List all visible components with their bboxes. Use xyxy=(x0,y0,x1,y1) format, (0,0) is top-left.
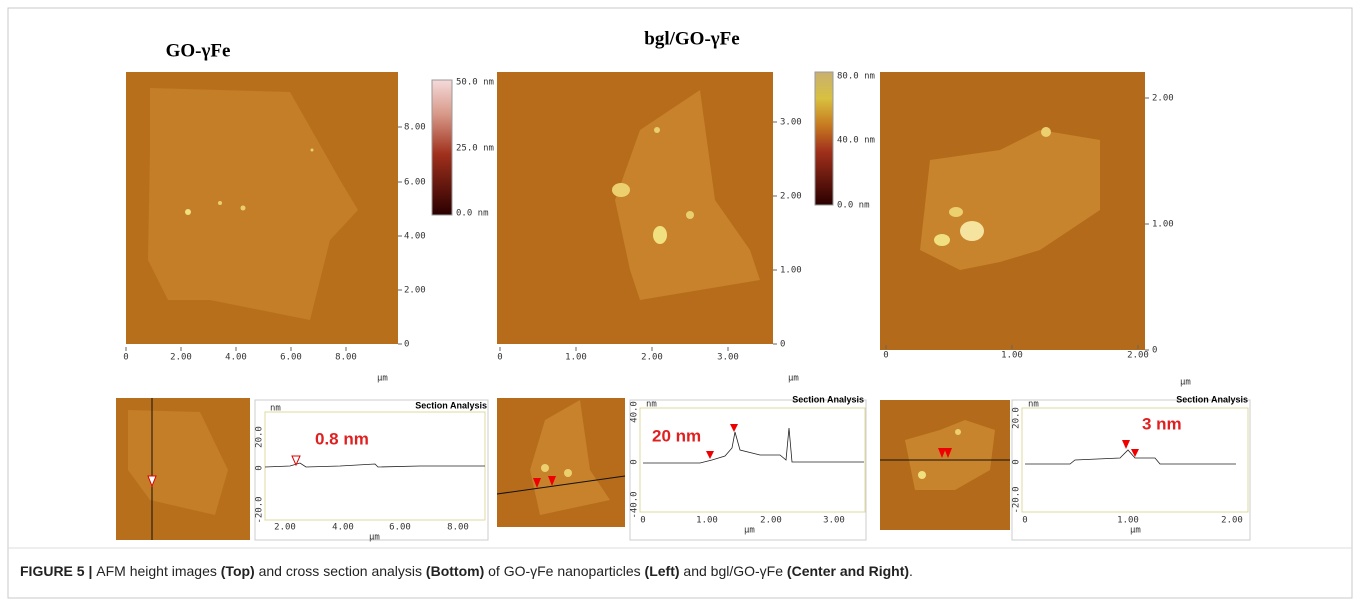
x-tick-label: 2.00 xyxy=(170,353,192,363)
unit-label: µm xyxy=(1180,378,1191,388)
x-unit: µm xyxy=(1130,526,1141,536)
caption: FIGURE 5 | AFM height images (Top) and c… xyxy=(20,563,913,579)
section-plot xyxy=(254,399,489,541)
x-tick-label: 3.00 xyxy=(717,353,739,363)
y-tick-label: 4.00 xyxy=(404,232,426,242)
colorbar-label: 40.0 nm xyxy=(837,136,875,146)
y-tick-label: 2.00 xyxy=(780,192,802,202)
x-tick-label: 0 xyxy=(497,353,502,363)
x-tick-label: 1.00 xyxy=(696,516,718,526)
x-tick-label: 3.00 xyxy=(823,516,845,526)
colorbar-label: 0.0 nm xyxy=(456,209,489,219)
x-tick-label: 2.00 xyxy=(1221,516,1243,526)
section-title: Section Analysis xyxy=(1176,394,1248,404)
y-tick-label: 0 xyxy=(1152,346,1157,356)
x-tick-label: 2.00 xyxy=(760,516,782,526)
y-tick-label: -20.0 xyxy=(255,496,265,523)
unit-label: µm xyxy=(377,374,388,384)
afm-image xyxy=(880,72,1145,350)
section-plot xyxy=(1011,399,1251,541)
x-tick-label: 4.00 xyxy=(225,353,247,363)
y-unit: nm xyxy=(270,404,281,414)
x-tick-label: 2.00 xyxy=(641,353,663,363)
x-tick-label: 2.00 xyxy=(274,523,296,533)
x-tick-label: 4.00 xyxy=(332,523,354,533)
colorbar xyxy=(431,79,453,216)
y-tick-label: 0 xyxy=(780,340,785,350)
section-thumbnail xyxy=(880,400,1010,530)
x-tick-label: 1.00 xyxy=(1117,516,1139,526)
y-tick-label: 2.00 xyxy=(1152,94,1174,104)
y-unit: nm xyxy=(1028,400,1039,410)
x-tick-label: 0 xyxy=(640,516,645,526)
y-tick-label: 0 xyxy=(1012,459,1022,464)
section-thumbnail xyxy=(116,398,250,540)
section-thumbnail xyxy=(496,398,626,527)
x-tick-label: 1.00 xyxy=(1001,351,1023,361)
y-tick-label: 1.00 xyxy=(780,266,802,276)
section-title: Section Analysis xyxy=(415,400,487,410)
x-tick-label: 0 xyxy=(883,351,888,361)
y-tick-label: 20.0 xyxy=(1012,407,1022,429)
y-tick-label: 1.00 xyxy=(1152,220,1174,230)
y-tick-label: 0 xyxy=(630,459,640,464)
colorbar-label: 80.0 nm xyxy=(837,72,875,82)
caption-part: and bgl/GO-γFe xyxy=(680,563,787,579)
caption-part: (Bottom) xyxy=(426,563,484,579)
y-tick-label: 6.00 xyxy=(404,178,426,188)
colorbar-label: 0.0 nm xyxy=(837,201,870,211)
y-tick-label: 20.0 xyxy=(255,426,265,448)
title-left: GO-γFe xyxy=(166,40,231,61)
afm-image xyxy=(126,72,398,344)
caption-part: and cross section analysis xyxy=(255,563,426,579)
colorbar-label: 50.0 nm xyxy=(456,78,494,88)
annotation: 20 nm xyxy=(652,426,701,445)
x-tick-label: 0 xyxy=(1022,516,1027,526)
caption-part: FIGURE 5 | xyxy=(20,563,96,579)
x-tick-label: 2.00 xyxy=(1127,351,1149,361)
caption-part: (Top) xyxy=(221,563,255,579)
y-tick-label: 3.00 xyxy=(780,118,802,128)
unit-label: µm xyxy=(788,374,799,384)
y-tick-label: 40.0 xyxy=(630,401,640,423)
annotation: 0.8 nm xyxy=(315,429,369,448)
y-tick-label: 2.00 xyxy=(404,286,426,296)
caption-part: of GO-γFe nanoparticles xyxy=(484,563,644,579)
y-tick-label: 8.00 xyxy=(404,123,426,133)
colorbar xyxy=(814,71,834,206)
y-unit: nm xyxy=(646,400,657,410)
frame xyxy=(7,7,1353,599)
x-tick-label: 0 xyxy=(123,353,128,363)
x-tick-label: 8.00 xyxy=(335,353,357,363)
y-tick-label: 0 xyxy=(404,340,409,350)
y-tick-label: -20.0 xyxy=(1012,486,1022,513)
afm-image xyxy=(497,72,773,344)
x-tick-label: 6.00 xyxy=(280,353,302,363)
section-plot xyxy=(629,399,867,541)
x-tick-label: 8.00 xyxy=(447,523,469,533)
title-center: bgl/GO-γFe xyxy=(644,28,739,49)
y-tick-label: 0 xyxy=(255,465,265,470)
colorbar-label: 25.0 nm xyxy=(456,144,494,154)
caption-part: (Left) xyxy=(645,563,680,579)
y-tick-label: -40.0 xyxy=(630,491,640,518)
x-tick-label: 1.00 xyxy=(565,353,587,363)
caption-part: AFM height images xyxy=(96,563,221,579)
caption-part: (Center and Right) xyxy=(787,563,909,579)
x-unit: µm xyxy=(369,533,380,543)
annotation: 3 nm xyxy=(1142,414,1182,433)
caption-part: . xyxy=(909,563,913,579)
x-tick-label: 6.00 xyxy=(389,523,411,533)
x-unit: µm xyxy=(744,526,755,536)
section-title: Section Analysis xyxy=(792,394,864,404)
